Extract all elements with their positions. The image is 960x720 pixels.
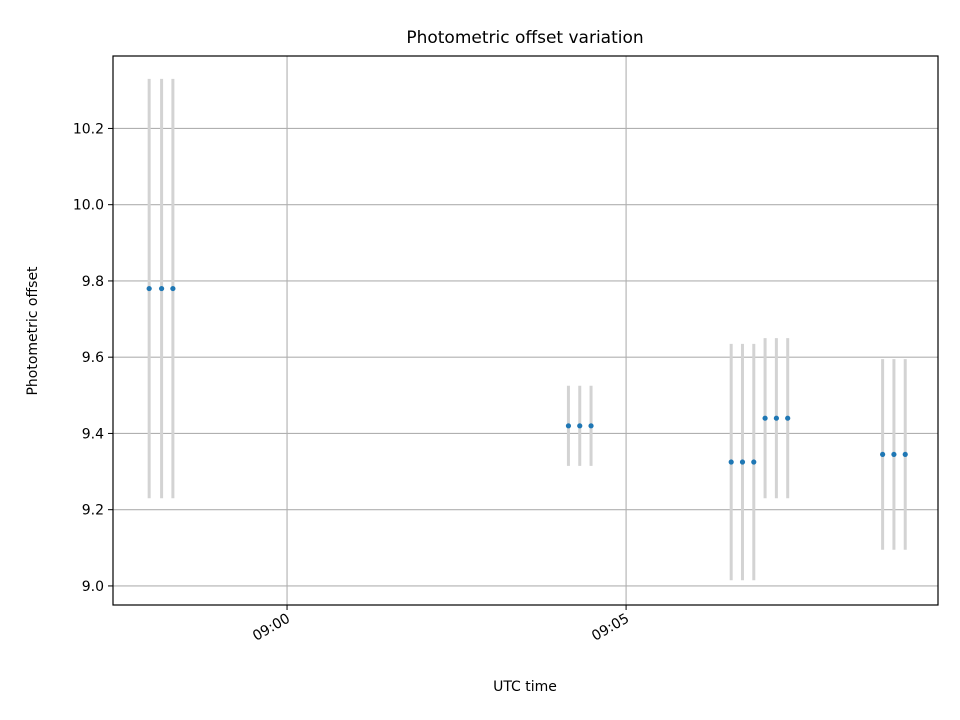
data-point <box>170 285 176 292</box>
y-axis-label: Photometric offset <box>25 266 41 396</box>
data-point <box>891 451 897 458</box>
y-tick-label: 9.6 <box>82 350 104 366</box>
plot-frame <box>112 55 939 606</box>
data-point <box>158 285 165 292</box>
y-tick-label: 9.8 <box>82 274 104 290</box>
data-point <box>146 285 152 292</box>
data-point <box>762 415 768 421</box>
data-point <box>577 423 583 429</box>
x-axis-label: UTC time <box>493 679 557 695</box>
chart-title: Photometric offset variation <box>406 28 643 48</box>
data-point <box>728 459 734 465</box>
y-tick-label: 9.2 <box>82 503 104 519</box>
y-axis-ticks: 9.0 9.2 9.4 9.6 9.8 10.0 10.2 <box>73 121 113 595</box>
data-point <box>739 459 746 465</box>
data-points <box>146 285 908 465</box>
y-tick-label: 9.0 <box>82 579 104 595</box>
data-point <box>751 459 757 465</box>
y-tick-label: 10.2 <box>73 121 104 137</box>
data-point <box>773 415 779 421</box>
data-point <box>588 423 594 429</box>
data-point <box>785 415 791 421</box>
grid <box>113 56 938 605</box>
y-tick-label: 9.4 <box>82 426 104 442</box>
data-point <box>880 451 886 458</box>
data-point <box>902 451 908 458</box>
data-point <box>565 423 572 429</box>
y-tick-label: 10.0 <box>73 198 104 214</box>
